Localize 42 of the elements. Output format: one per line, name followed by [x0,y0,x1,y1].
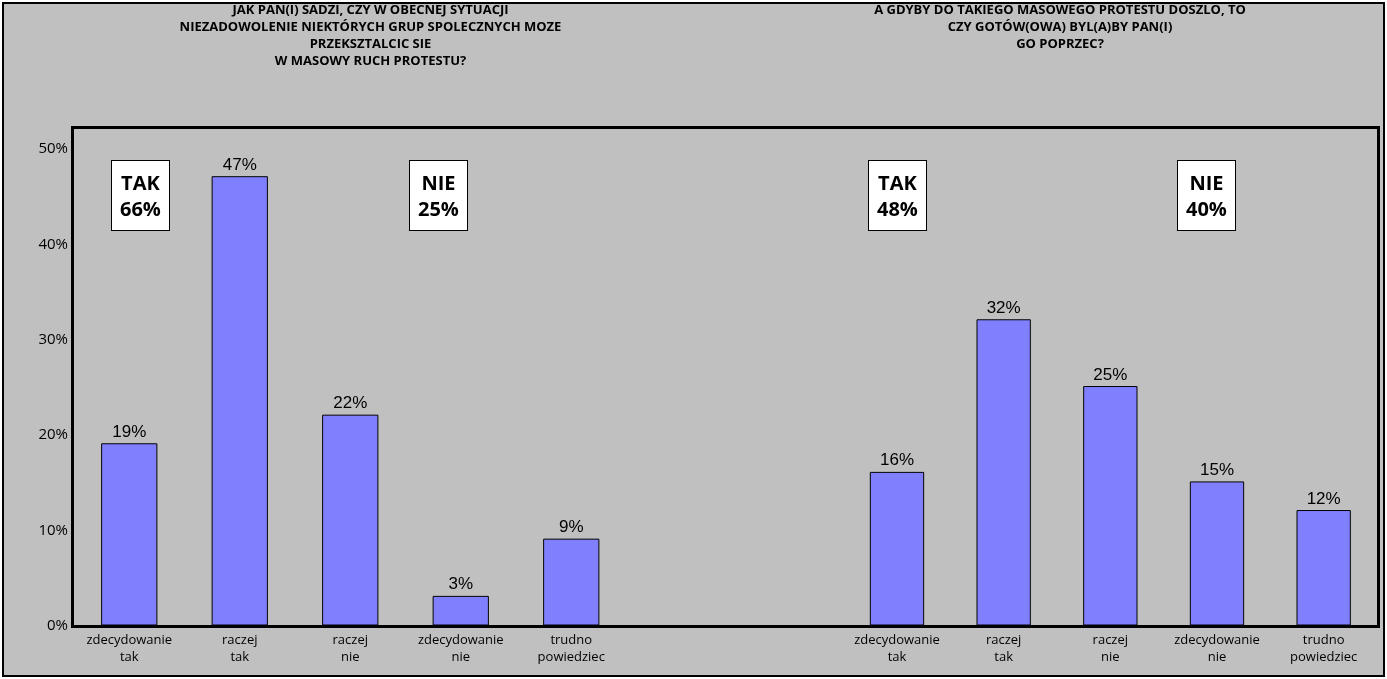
x-tick-label: raczej nie [1092,629,1129,665]
x-tick-label: raczej nie [332,629,368,665]
data-label: 32% [986,297,1021,317]
bar [1189,481,1245,625]
y-tick-label: 50% [38,137,68,158]
bar [432,595,489,625]
x-tick-label: zdecydowanie tak [854,629,940,665]
data-label: 15% [1199,459,1235,479]
bar [1083,386,1138,625]
annotation: NIE 25% [418,169,459,222]
bar [322,414,379,625]
x-tick-label: trudno powiedziec [537,629,605,665]
y-tick-label: 20% [38,423,68,444]
bar [543,538,600,625]
x-tick-label: trudno powiedziec [1290,629,1358,665]
data-label: 47% [222,154,257,174]
annotation: NIE 40% [1186,169,1227,222]
bar [1296,510,1351,625]
y-tick-label: 40% [38,232,68,253]
x-tick-label: raczej tak [222,629,258,665]
bar [869,471,925,625]
x-tick-label: zdecydowanie nie [1174,629,1260,665]
data-label: 12% [1306,488,1341,508]
bar [101,443,158,625]
data-label: 22% [333,393,368,413]
data-label: 3% [448,574,474,594]
x-tick-label: raczej tak [985,629,1022,665]
annotation: TAK 48% [877,169,918,222]
annotation: TAK 66% [120,169,161,222]
data-label: 19% [112,421,147,441]
data-label: 25% [1093,364,1128,384]
y-tick-label: 0% [47,614,68,635]
bar [976,319,1031,625]
x-tick-label: zdecydowanie tak [86,629,173,665]
y-tick-label: 30% [38,328,68,349]
data-label: 9% [558,517,584,537]
chart-title: A GDYBY DO TAKIEGO MASOWEGO PROTESTU DOSZLO, TO CZY GOTÓW(OWA) BYL(A)BY PAN(I) GO POPRZEC? [874,0,1246,52]
data-label: 16% [879,450,915,470]
x-tick-label: zdecydowanie nie [417,629,504,665]
bar [211,176,268,625]
y-tick-label: 10% [38,518,68,539]
chart-title: JAK PAN(I) SADZI, CZY W OBECNEJ SYTUACJI NIEZADOWOLENIE NIEKTÓRYCH GRUP SPOLECZNYCH MOZE PRZEKSZTALCIC SIE W MASOWY RUCH PROTESTU? [179,0,562,69]
